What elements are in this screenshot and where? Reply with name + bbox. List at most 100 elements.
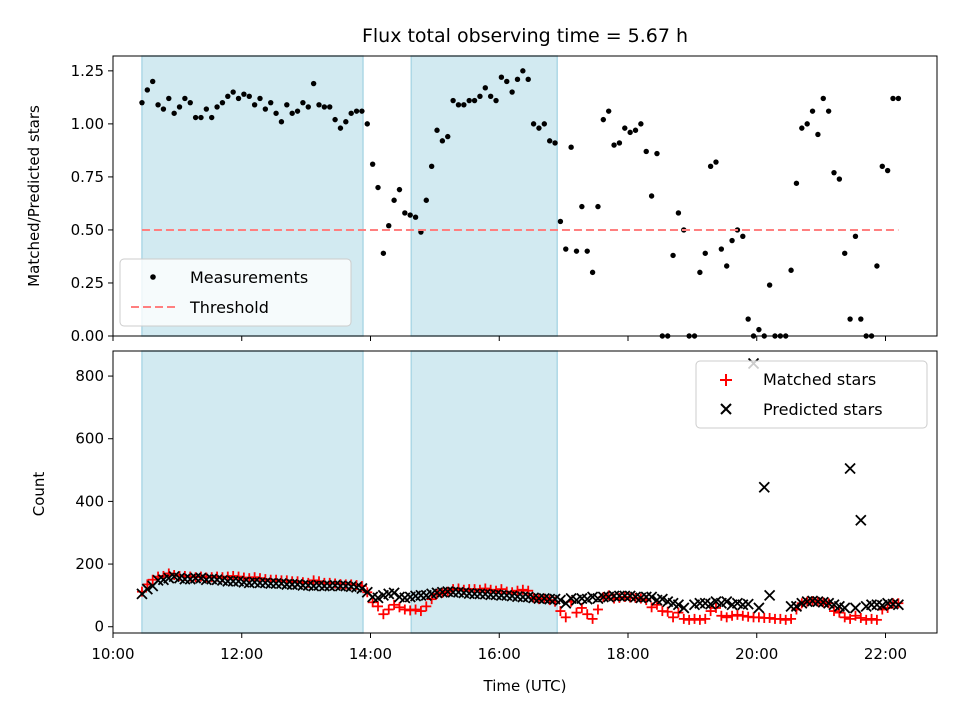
measurement-point [439, 138, 446, 144]
measurement-point [337, 125, 344, 131]
matched-star-point [254, 573, 265, 584]
predicted-star-point [189, 572, 202, 584]
measurement-point [707, 163, 714, 170]
predicted-star-point [544, 593, 556, 605]
measurement-point [627, 129, 633, 136]
measurement-point [391, 197, 397, 203]
bottom-y-axis-label: Count [30, 472, 48, 517]
measurement-point [477, 93, 483, 100]
predicted-star-point [839, 602, 851, 614]
matched-star-point [405, 605, 416, 616]
top-shaded-interval-1 [410, 55, 558, 337]
matched-star-point [684, 614, 695, 625]
measurement-point [713, 159, 719, 165]
measurement-point [890, 95, 896, 102]
predicted-star-point [613, 590, 626, 602]
measurement-point [842, 250, 848, 256]
measurement-point [445, 133, 451, 140]
matched-star-point [571, 607, 582, 618]
matched-star-point [582, 609, 593, 620]
measurement-point [568, 144, 574, 150]
matched-star-point [415, 606, 426, 617]
measurement-point [498, 74, 505, 80]
measurement-point [820, 95, 826, 102]
predicted-star-point [356, 582, 368, 595]
measurement-point [139, 99, 145, 106]
predicted-star-point [179, 573, 191, 585]
matched-star-point [861, 614, 872, 625]
measurement-point [214, 104, 220, 110]
predicted-star-point [388, 587, 400, 599]
measurement-point [225, 93, 231, 100]
measurement-point [219, 99, 226, 106]
measurement-point [573, 248, 580, 254]
measurement-point [450, 97, 456, 104]
measurement-point [230, 89, 236, 95]
measurement-point [589, 269, 596, 276]
matched-star-point [710, 602, 721, 613]
measurement-point [455, 102, 462, 108]
measurement-point [294, 108, 301, 114]
measurement-point [487, 93, 494, 100]
measurement-point [284, 102, 290, 108]
measurement-point [343, 119, 349, 125]
matched-star-point [850, 610, 861, 621]
measurement-point [724, 263, 730, 269]
bottom-y-tick-label: 800 [75, 367, 104, 385]
matched-star-point [855, 612, 866, 623]
measurement-point [584, 248, 590, 254]
legend-label-measurements: Measurements [190, 268, 308, 287]
measurement-point [504, 78, 510, 85]
measurement-point [509, 89, 515, 95]
measurement-point [648, 193, 655, 199]
measurement-point [332, 116, 338, 123]
predicted-star-point [678, 602, 690, 614]
measurement-point [187, 99, 193, 106]
measurement-point [375, 184, 381, 191]
matched-star-point [871, 614, 882, 625]
measurement-point [262, 106, 269, 112]
predicted-star-point [721, 596, 733, 608]
measurement-point [530, 121, 537, 127]
matched-star-point [421, 601, 432, 612]
measurement-point [766, 282, 773, 288]
top-y-tick-label: 0.75 [71, 168, 104, 186]
predicted-star-point [608, 590, 620, 602]
measurement-point [278, 119, 285, 125]
measurement-point [423, 197, 429, 203]
measurement-point [461, 102, 467, 108]
measurement-point [654, 150, 660, 157]
predicted-star-point [785, 600, 797, 613]
matched-star-point [560, 612, 571, 623]
predicted-star-point [742, 598, 754, 610]
legend-marker-predicted [720, 403, 732, 415]
measurement-point [327, 104, 333, 110]
predicted-star-point [517, 591, 529, 603]
measurement-point [412, 214, 419, 220]
matched-star-point [480, 583, 491, 594]
measurement-point [874, 263, 880, 269]
predicted-star-point [892, 599, 905, 611]
measurement-point [251, 102, 258, 108]
matched-star-point [845, 613, 856, 624]
measurement-point [600, 116, 607, 123]
predicted-star-point [281, 578, 293, 591]
top-y-tick-label: 0.00 [71, 327, 104, 345]
measurement-point [289, 110, 295, 116]
measurement-point [788, 267, 794, 273]
predicted-star-point [849, 602, 862, 614]
predicted-star-point [640, 591, 652, 603]
predicted-star-point [334, 580, 347, 592]
bottom-shaded-intervals [141, 350, 558, 634]
measurement-point [552, 140, 558, 146]
measurement-point [616, 140, 623, 146]
predicted-star-point [753, 602, 765, 614]
measurement-point [235, 95, 242, 102]
bottom-x-tick-label: 18:00 [606, 645, 649, 663]
matched-star-point [517, 584, 528, 595]
predicted-star-point [286, 578, 298, 591]
bottom-x-tick-label: 22:00 [864, 645, 907, 663]
measurement-point [831, 169, 837, 176]
matched-star-point [732, 609, 743, 620]
predicted-star-point [270, 577, 282, 590]
